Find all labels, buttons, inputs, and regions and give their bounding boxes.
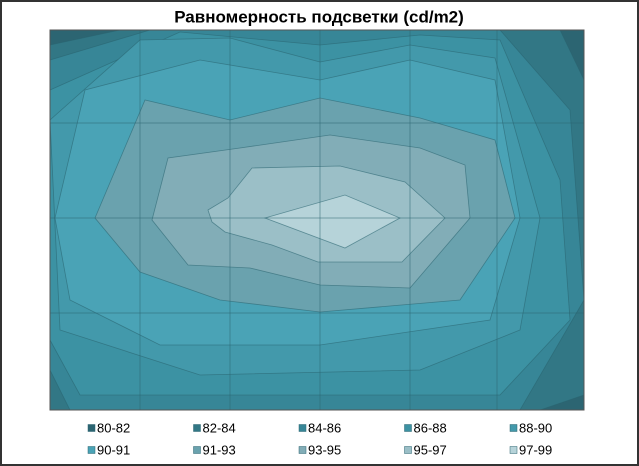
legend-label: 88-90 (519, 420, 552, 435)
legend-swatch (509, 424, 518, 432)
legend-swatch (404, 446, 412, 454)
legend-label: 97-99 (519, 442, 552, 457)
legend-label: 82-84 (203, 420, 236, 435)
legend-swatch (87, 424, 96, 432)
chart-title: Равномерность подсветки (cd/m2) (174, 7, 464, 26)
legend-swatch (298, 446, 307, 454)
legend-swatch (193, 446, 201, 454)
plot-border (49, 29, 585, 411)
legend-label: 95-97 (414, 442, 447, 457)
legend-swatch (87, 446, 96, 454)
legend-swatch (509, 446, 518, 454)
legend-label: 93-95 (308, 442, 341, 457)
plot-area (49, 29, 585, 411)
legend-label: 86-88 (414, 420, 447, 435)
legend-label: 91-93 (203, 442, 236, 457)
legend: 80-82 82-84 84-86 86-88 88-90 90-91 91-93 93-95… (87, 420, 552, 457)
legend-swatch (298, 424, 307, 432)
legend-swatch (404, 424, 412, 432)
legend-label: 84-86 (308, 420, 341, 435)
legend-label: 80-82 (97, 420, 130, 435)
legend-swatch (193, 424, 201, 432)
legend-label: 90-91 (97, 442, 130, 457)
